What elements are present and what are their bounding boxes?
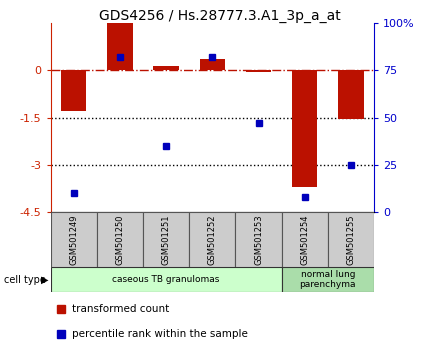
Text: GSM501252: GSM501252 [208, 215, 217, 265]
Text: GSM501250: GSM501250 [115, 215, 125, 265]
Bar [61, 70, 86, 112]
Text: caseous TB granulomas: caseous TB granulomas [112, 275, 220, 284]
Text: ▶: ▶ [41, 275, 48, 285]
Text: GSM501253: GSM501253 [254, 215, 263, 265]
Text: GSM501255: GSM501255 [346, 215, 356, 265]
Bar [143, 212, 189, 267]
Bar [292, 70, 317, 187]
Text: GSM501254: GSM501254 [300, 215, 309, 265]
Bar [246, 70, 271, 72]
Text: GSM501251: GSM501251 [161, 215, 171, 265]
Bar [282, 212, 328, 267]
Bar [189, 212, 235, 267]
Text: transformed count: transformed count [72, 304, 169, 314]
Bar [328, 212, 374, 267]
Text: cell type: cell type [4, 275, 46, 285]
Bar [338, 70, 363, 119]
Bar [154, 65, 179, 70]
Text: GSM501249: GSM501249 [69, 215, 78, 265]
Bar [282, 267, 374, 292]
Text: percentile rank within the sample: percentile rank within the sample [72, 329, 248, 339]
Bar [107, 23, 132, 70]
Bar [97, 212, 143, 267]
Bar [51, 212, 97, 267]
Bar [200, 59, 225, 70]
Text: normal lung
parenchyma: normal lung parenchyma [300, 270, 356, 289]
Text: GDS4256 / Hs.28777.3.A1_3p_a_at: GDS4256 / Hs.28777.3.A1_3p_a_at [99, 9, 341, 23]
Bar [51, 267, 282, 292]
Bar [235, 212, 282, 267]
